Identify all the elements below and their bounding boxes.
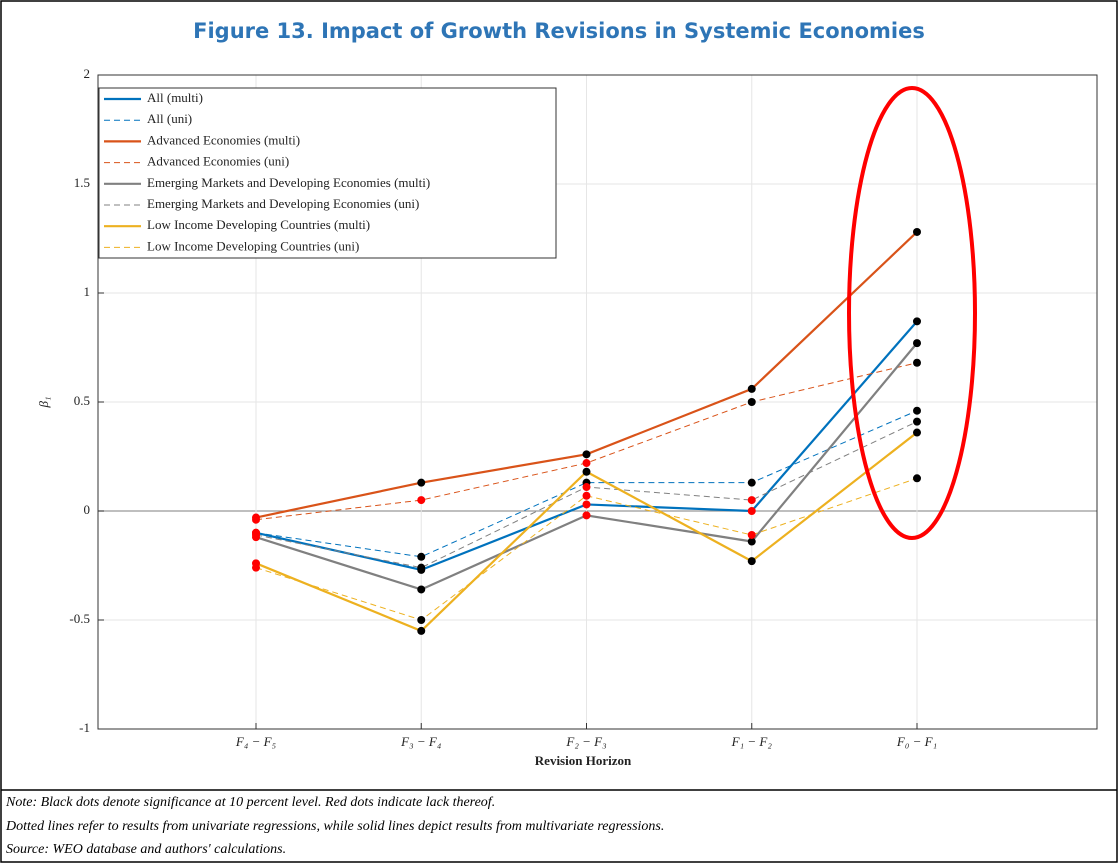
plot-frame	[97, 74, 1098, 730]
x-tick-label: F₂ − F₃	[565, 734, 606, 749]
data-point	[582, 483, 591, 492]
data-point	[747, 557, 756, 566]
legend-label: All (multi)	[147, 90, 203, 105]
data-point	[417, 563, 426, 572]
data-point	[252, 530, 260, 539]
data-point	[747, 398, 756, 406]
data-point	[582, 467, 591, 476]
legend-label: Low Income Developing Countries (multi)	[147, 217, 370, 232]
data-point	[417, 552, 426, 561]
data-point	[913, 474, 921, 483]
data-point	[582, 450, 591, 459]
note: Source: WEO database and authors' calcul…	[6, 842, 286, 857]
x-tick-label: F₁ − F₂	[731, 734, 773, 749]
y-tick-label: -0.5	[69, 611, 90, 626]
x-tick-label: F₀ − F₁	[896, 734, 937, 749]
legend-label: All (uni)	[147, 111, 192, 126]
note: Dotted lines refer to results from univa…	[5, 819, 664, 834]
x-tick-label: F₄ − F₅	[235, 734, 276, 749]
data-point	[252, 563, 260, 572]
data-point	[582, 459, 591, 468]
x-axis-label: Revision Horizon	[535, 753, 632, 768]
data-point	[747, 537, 756, 546]
data-point	[417, 626, 426, 635]
data-point	[913, 339, 921, 348]
data-point	[417, 616, 426, 624]
y-tick-label: 0	[84, 502, 91, 517]
y-tick-label: 1	[84, 284, 91, 299]
legend-label: Emerging Markets and Developing Economie…	[147, 196, 419, 211]
legend-label: Advanced Economies (multi)	[147, 132, 300, 147]
data-point	[582, 491, 591, 500]
legend-box	[98, 87, 557, 259]
x-tick-label: F₃ − F₄	[400, 734, 442, 749]
data-point	[747, 478, 756, 487]
data-point	[582, 511, 591, 520]
data-point	[417, 496, 426, 505]
y-tick-label: 2	[84, 66, 91, 81]
data-point	[747, 530, 756, 539]
note: Note: Black dots denote significance at …	[5, 795, 495, 810]
data-point	[913, 428, 921, 437]
data-point	[252, 515, 260, 524]
data-point	[913, 358, 921, 367]
legend-label: Low Income Developing Countries (uni)	[147, 238, 359, 253]
data-point	[747, 496, 756, 505]
legend-label: Advanced Economies (uni)	[147, 154, 289, 169]
y-tick-label: 1.5	[74, 175, 90, 190]
data-point	[582, 500, 591, 509]
chart-title: Figure 13. Impact of Growth Revisions in…	[193, 19, 925, 43]
data-point	[913, 417, 921, 426]
data-point	[747, 384, 756, 393]
data-point	[913, 227, 921, 236]
y-axis-label: β₁	[36, 397, 51, 409]
y-tick-label: -1	[79, 720, 90, 735]
data-point	[913, 317, 921, 326]
data-point	[747, 507, 756, 515]
series-line	[255, 410, 918, 558]
legend-label: Emerging Markets and Developing Economie…	[147, 175, 430, 190]
y-tick-label: 0.5	[74, 393, 90, 408]
data-point	[417, 478, 426, 487]
highlight-ellipse	[847, 86, 977, 540]
data-point	[417, 585, 426, 594]
data-point	[913, 406, 921, 415]
plot-area: -1 -0.5 0 0.5 1 1.5 2 F₄ − F₅ F₃ − F₄ F₂ − F₃ F₁ −…	[69, 66, 1098, 749]
